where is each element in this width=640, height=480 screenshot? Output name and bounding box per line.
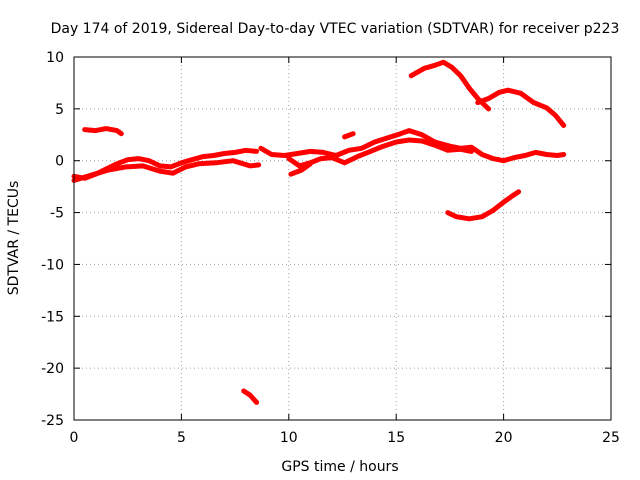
x-tick-label: 25	[602, 430, 620, 446]
x-tick-labels: 0 5 10 15 20 25	[70, 430, 620, 446]
plot-frame	[73, 56, 612, 421]
x-tick-label: 5	[177, 430, 186, 446]
y-tick-label: 10	[46, 50, 64, 66]
x-axis-label: GPS time / hours	[281, 459, 398, 475]
y-tick-label: -25	[41, 413, 64, 429]
track-main-1b	[71, 158, 262, 183]
chart-title: Day 174 of 2019, Sidereal Day-to-day VTE…	[51, 21, 620, 37]
track-upper-right-1	[408, 59, 492, 112]
y-tick-label: 5	[55, 102, 64, 118]
data-series	[71, 59, 567, 405]
y-tick-labels: -25 -20 -15 -10 -5 0 5 10	[41, 50, 64, 429]
axis-ticks	[73, 56, 612, 421]
track-main-2b	[286, 137, 474, 169]
track-outlier	[241, 388, 260, 405]
track-lower-right	[445, 189, 522, 222]
track-short-a	[288, 161, 313, 177]
y-tick-label: -15	[41, 309, 64, 325]
grid	[74, 57, 611, 420]
y-tick-label: -20	[41, 361, 64, 377]
x-tick-label: 0	[70, 430, 79, 446]
track-upper-right-2	[475, 87, 567, 128]
y-tick-label: -5	[50, 206, 64, 222]
x-tick-label: 15	[387, 430, 405, 446]
track-short-b	[342, 131, 356, 140]
y-tick-label: 0	[55, 154, 64, 170]
x-tick-label: 10	[280, 430, 298, 446]
y-axis-label: SDTVAR / TECUs	[6, 181, 22, 296]
track-main-2	[258, 128, 567, 164]
y-tick-label: -10	[41, 257, 64, 273]
x-tick-label: 20	[495, 430, 513, 446]
track-upper-left	[82, 126, 124, 137]
